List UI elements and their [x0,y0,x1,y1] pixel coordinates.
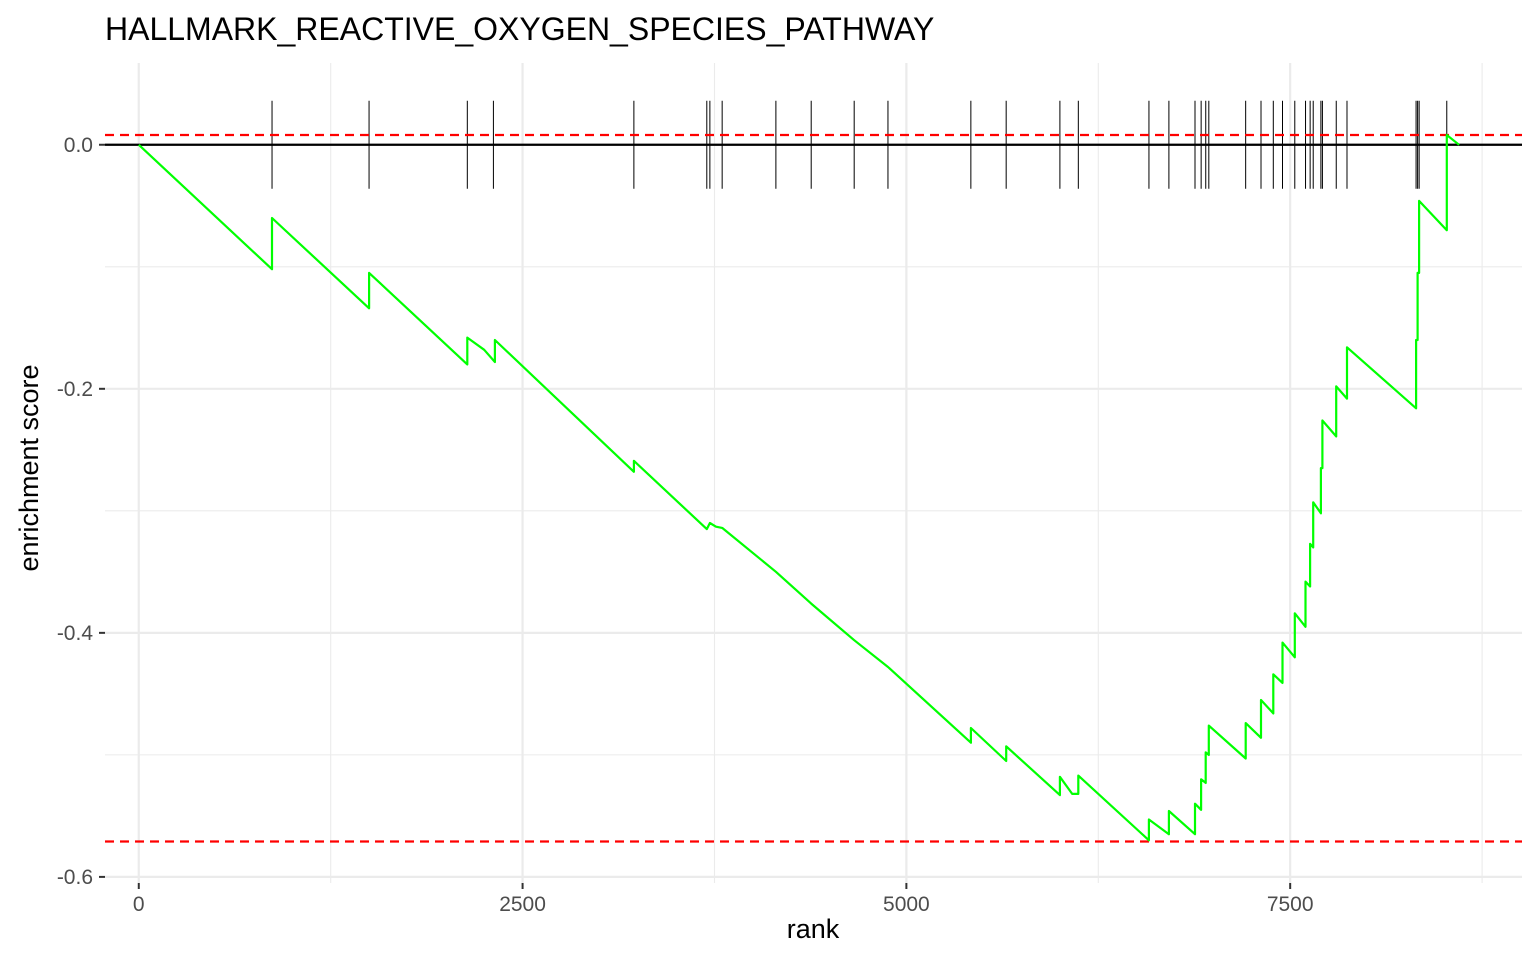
chart-title: HALLMARK_REACTIVE_OXYGEN_SPECIES_PATHWAY [105,11,934,47]
x-tick-label: 2500 [499,893,546,916]
x-axis-title: rank [787,914,840,944]
enrichment-curve [138,133,1460,842]
y-axis-title: enrichment score [14,364,44,571]
x-tick-label: 5000 [883,893,930,916]
x-tick-label: 0 [133,893,145,916]
y-tick-label: 0.0 [64,134,93,157]
x-tick-label: 7500 [1267,893,1314,916]
axes: 0 2500 5000 7500 0.0 -0.2 -0.4 -0.6 [57,134,1314,916]
running-score-curve [138,133,1460,842]
y-tick-label: -0.6 [57,866,93,889]
reference-lines [105,133,1522,843]
y-tick-label: -0.2 [57,378,93,401]
y-tick-label: -0.4 [57,622,94,645]
